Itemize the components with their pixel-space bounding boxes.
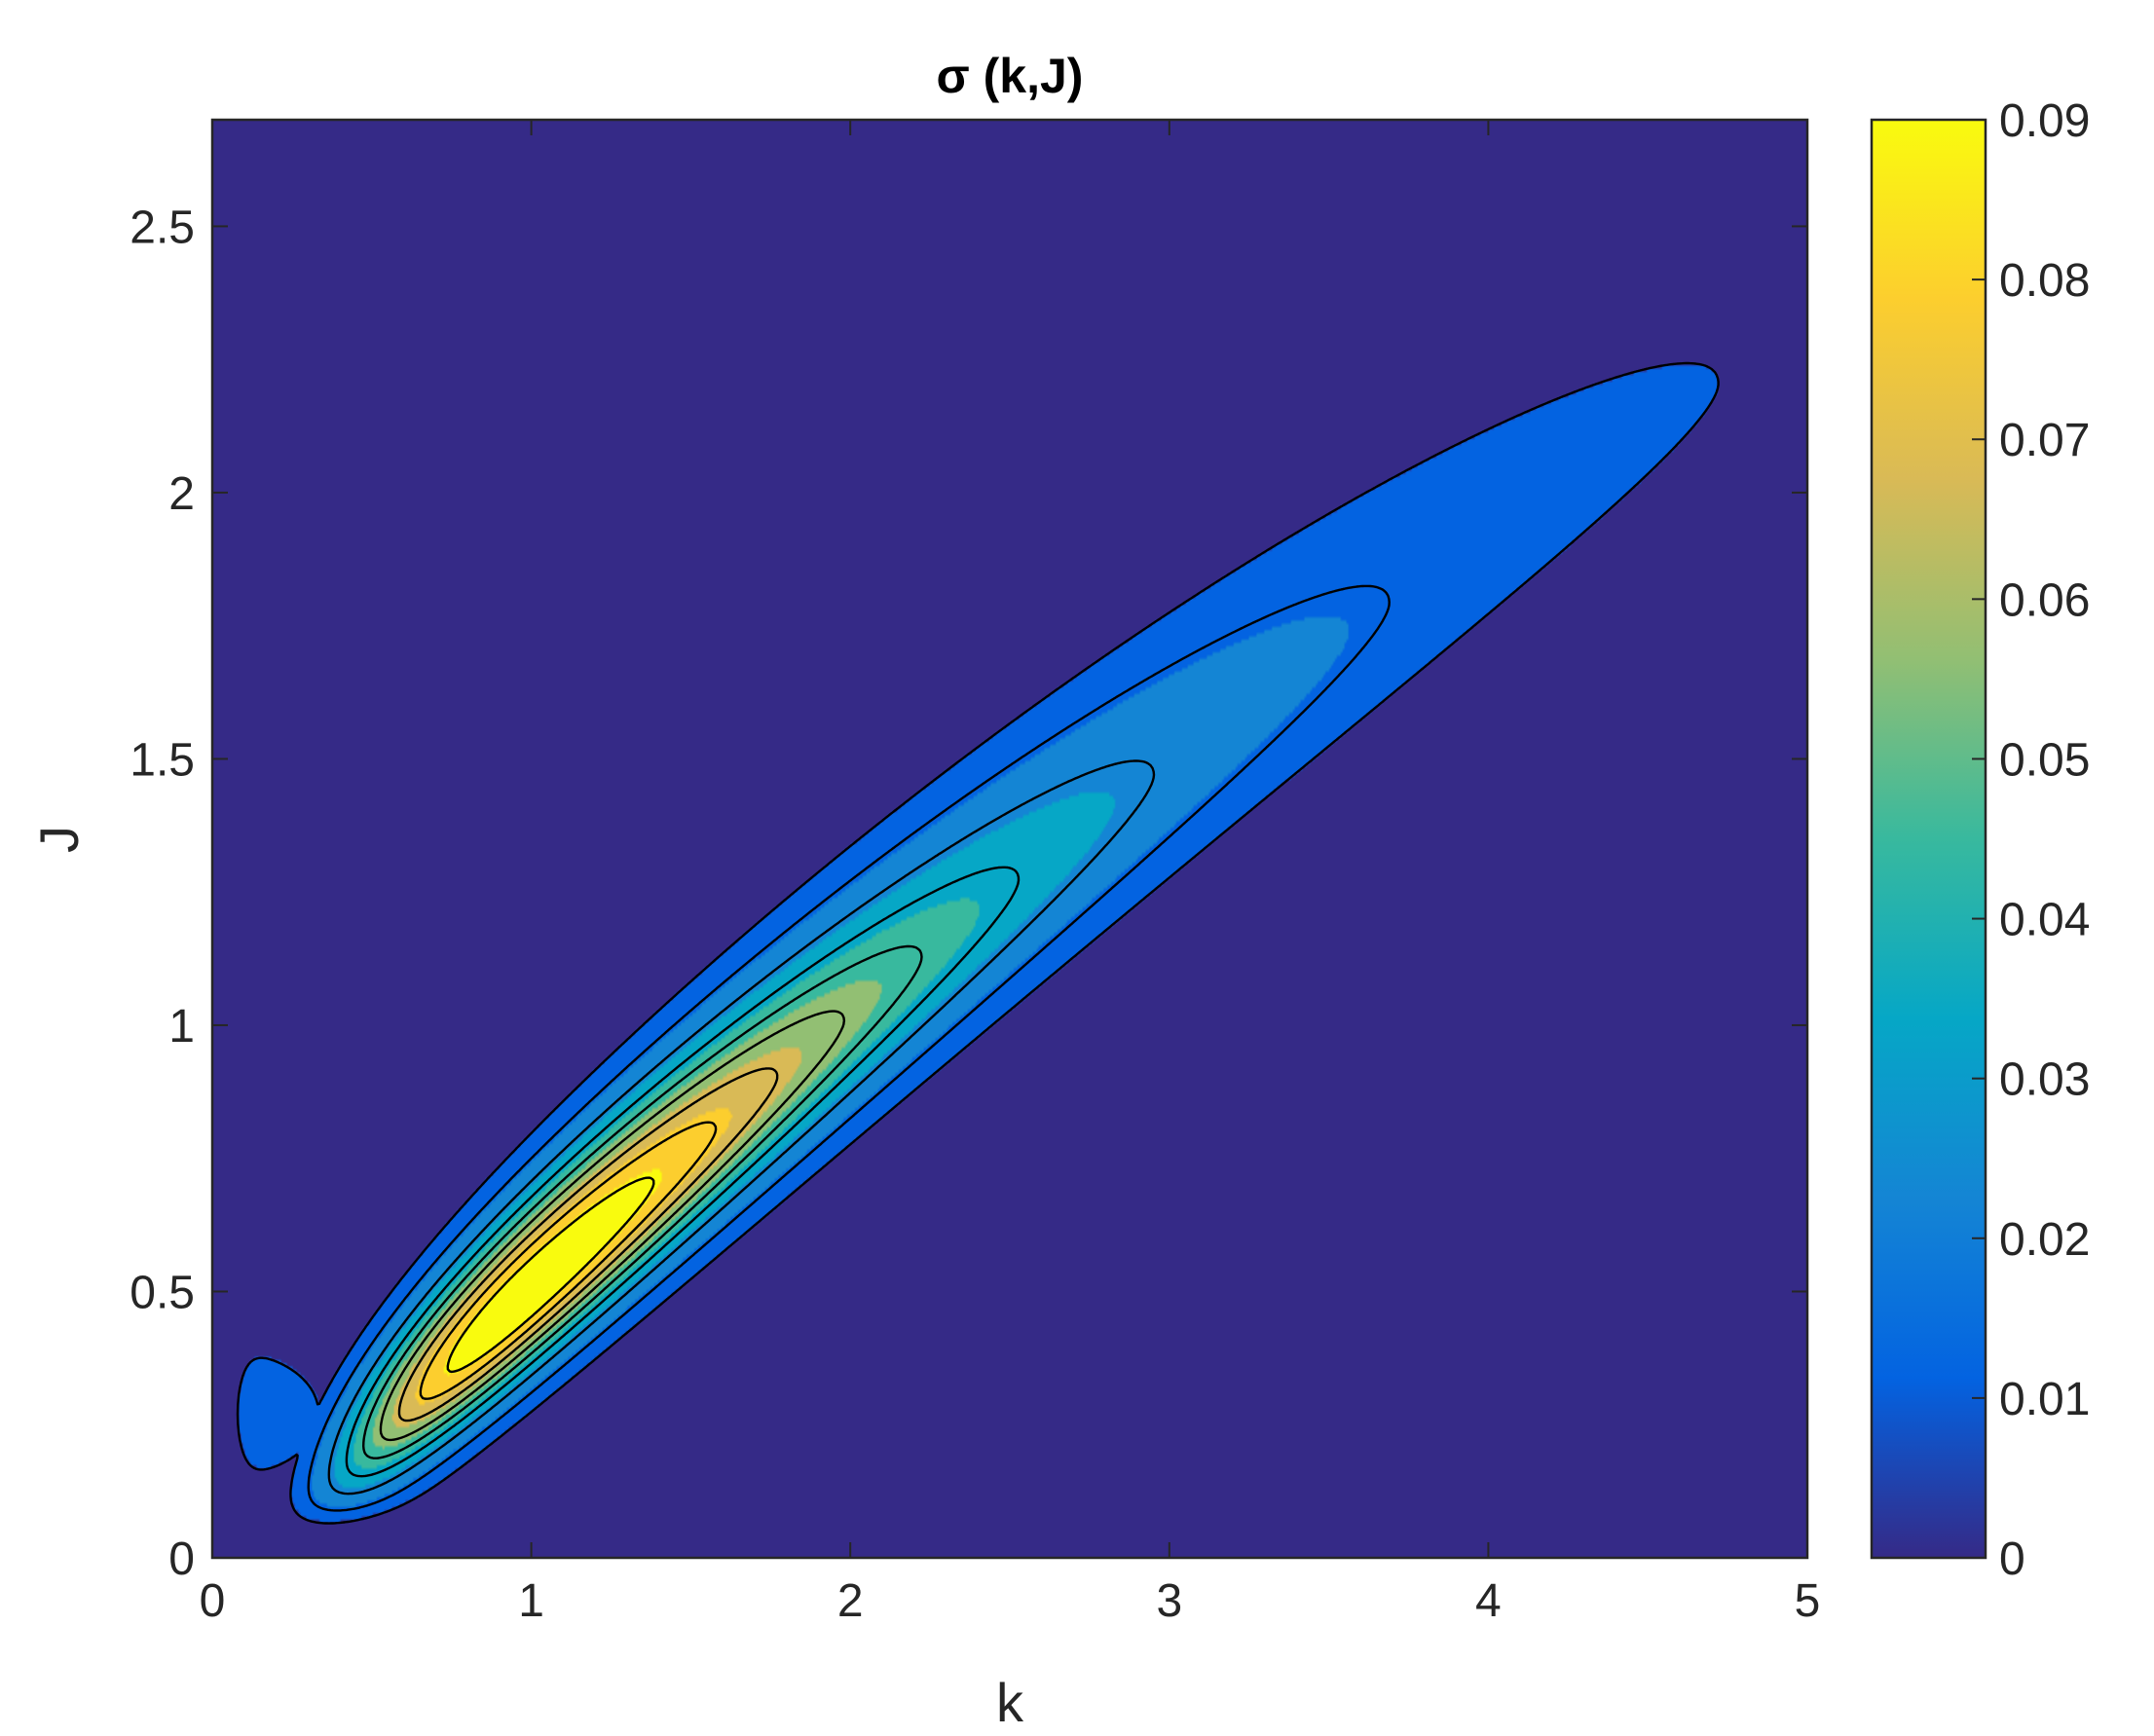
colorbar-tick-label: 0.01 [1999,1374,2090,1425]
y-tick-label: 1.5 [130,734,195,786]
colorbar-tick-label: 0.02 [1999,1214,2090,1266]
contour-line [362,944,923,1459]
x-tick-label: 4 [1475,1575,1502,1627]
x-tick-label: 3 [1156,1575,1182,1627]
x-axis-label: k [996,1672,1024,1733]
y-tick-label: 0 [168,1533,195,1585]
contour-line [379,1010,846,1442]
x-tick-label: 0 [200,1575,226,1627]
colorbar [1870,118,1987,1560]
y-tick-label: 2.5 [130,202,195,253]
x-tick-label: 2 [837,1575,864,1627]
y-axis-label: J [28,826,90,853]
contour-line [397,1067,779,1422]
colorbar-tick-label: 0 [1999,1533,2025,1585]
x-tick-label: 1 [518,1575,544,1627]
colorbar-ticks: 0 0.01 0.02 0.03 0.04 0.05 0.06 0.07 0.08 0.09 [1972,95,2090,1585]
x-tick-label: 5 [1795,1575,1821,1627]
contour-line [345,866,1021,1478]
contour-line [327,759,1156,1496]
y-tick-label: 2 [168,468,195,520]
filled-contour-bands [212,120,1807,1558]
colorbar-tick-label: 0.04 [1999,895,2090,946]
contour-line [419,1121,718,1400]
colorbar-tick-label: 0.07 [1999,415,2090,466]
contour-line [446,1176,655,1374]
colorbar-tick-label: 0.09 [1999,95,2090,147]
colorbar-tick-label: 0.08 [1999,255,2090,307]
colorbar-tick-label: 0.03 [1999,1054,2090,1106]
contour-line [307,584,1391,1512]
y-tick-label: 0.5 [130,1267,195,1318]
chart-title: σ (k,J) [937,49,1084,103]
plot-ticks: 0 1 2 3 4 5 0 0.5 1 1.5 2 2.5 [130,120,1820,1627]
contour-line [236,361,1720,1525]
plot-frame [210,118,1809,1560]
colorbar-tick-label: 0.05 [1999,734,2090,786]
colorbar-tick-label: 0.06 [1999,574,2090,626]
y-tick-label: 1 [168,1001,195,1053]
contour-layers [212,120,1807,1558]
